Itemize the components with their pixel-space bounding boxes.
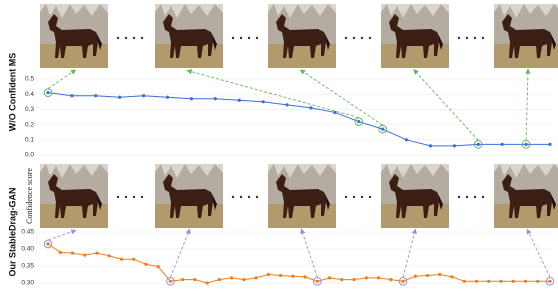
y-tick-label: 0.5 (25, 76, 34, 83)
top-images (40, 4, 558, 68)
data-point (166, 96, 169, 99)
data-point (108, 254, 111, 257)
data-point (429, 144, 432, 147)
data-point (401, 280, 404, 283)
y-tick-label: 0.0 (25, 152, 34, 159)
data-point (157, 265, 160, 268)
data-point (132, 258, 135, 261)
data-point (352, 278, 355, 281)
data-point (291, 275, 294, 278)
arrow (170, 231, 189, 277)
data-point (83, 254, 86, 257)
y-tick-label: 0.45 (21, 229, 34, 236)
data-point (262, 100, 265, 103)
data-point (536, 280, 539, 283)
y-axis-label: W/O Confident MS (7, 53, 17, 132)
data-point (477, 143, 480, 146)
data-point (499, 280, 502, 283)
data-point (475, 280, 478, 283)
data-point (230, 276, 233, 279)
figure: W/O Confident MS Our StableDrag-GAN Conf… (0, 0, 558, 304)
data-point (181, 278, 184, 281)
data-point (193, 278, 196, 281)
data-point (548, 143, 551, 146)
data-point (340, 278, 343, 281)
arrow (415, 71, 478, 140)
data-point (501, 143, 504, 146)
arrow (403, 231, 415, 277)
data-point (118, 96, 121, 99)
data-point (190, 97, 193, 100)
y-tick-label: 0.4 (25, 91, 34, 98)
arrow (302, 231, 317, 277)
data-point (206, 281, 209, 284)
y-tick-label: 0.3 (25, 106, 34, 113)
y-axis-label-secondary: Confidence score (25, 168, 34, 224)
data-point (316, 280, 319, 283)
series-line (48, 244, 550, 283)
data-point (94, 94, 97, 97)
arrow (48, 71, 74, 89)
y-axis-label: Our StableDrag-GAN (7, 187, 17, 276)
data-point (120, 258, 123, 261)
data-point (218, 278, 221, 281)
y-tick-label: 0.2 (25, 121, 34, 128)
data-point (328, 276, 331, 279)
y-tick-label: 0.35 (21, 263, 34, 270)
series-line (48, 93, 550, 146)
data-point (214, 97, 217, 100)
data-point (463, 280, 466, 283)
y-tick-label: 0.1 (25, 137, 34, 144)
data-point (414, 275, 417, 278)
data-point (279, 274, 282, 277)
data-point (548, 280, 551, 283)
data-point (70, 94, 73, 97)
data-point (46, 242, 49, 245)
data-point (453, 144, 456, 147)
data-point (381, 128, 384, 131)
data-point (304, 275, 307, 278)
data-point (487, 280, 490, 283)
data-point (426, 274, 429, 277)
data-point (285, 103, 288, 106)
data-point (142, 94, 145, 97)
data-point (365, 276, 368, 279)
data-point (405, 138, 408, 141)
data-point (438, 273, 441, 276)
data-point (512, 280, 515, 283)
data-point (95, 251, 98, 254)
data-point (450, 275, 453, 278)
data-point (524, 143, 527, 146)
data-point (144, 263, 147, 266)
arrow (526, 71, 528, 140)
data-point (59, 251, 62, 254)
data-point (169, 280, 172, 283)
y-tick-label: 0.30 (21, 280, 34, 287)
data-point (242, 278, 245, 281)
data-point (71, 251, 74, 254)
data-point (309, 106, 312, 109)
data-point (267, 273, 270, 276)
data-point (389, 278, 392, 281)
data-point (255, 276, 258, 279)
data-point (46, 91, 49, 94)
arrow (528, 231, 550, 277)
data-point (357, 120, 360, 123)
data-point (238, 99, 241, 102)
y-tick-label: 0.40 (21, 246, 34, 253)
arrow (48, 231, 74, 240)
data-point (524, 280, 527, 283)
data-point (333, 111, 336, 114)
data-point (377, 276, 380, 279)
